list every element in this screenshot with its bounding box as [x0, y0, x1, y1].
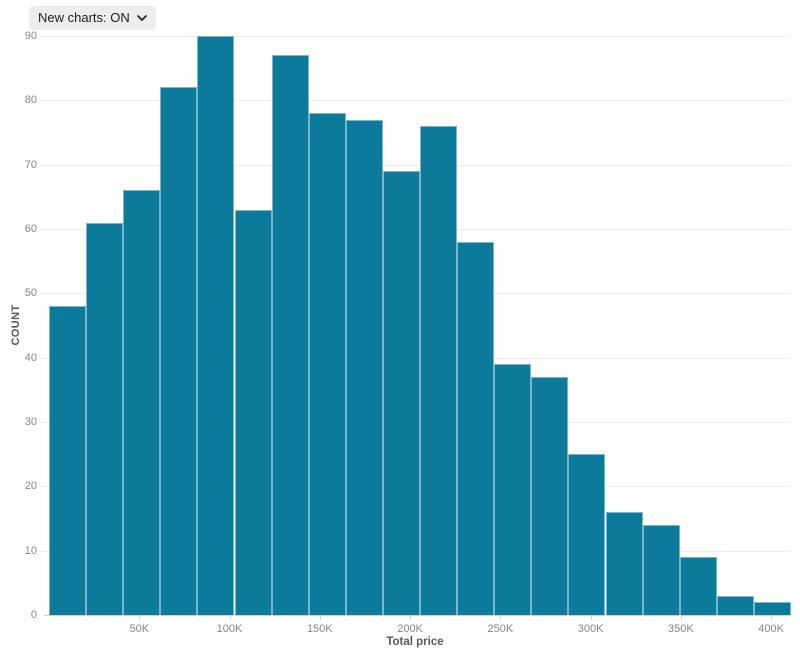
histogram-bar[interactable] — [271, 55, 309, 615]
histogram-bar[interactable] — [197, 36, 235, 615]
histogram-bar[interactable] — [679, 557, 717, 615]
x-tick-mark — [680, 616, 682, 620]
x-tick-mark — [229, 616, 231, 620]
histogram-bar[interactable] — [345, 119, 383, 615]
histogram-bar[interactable] — [49, 306, 87, 615]
y-tick-label: 70 — [24, 158, 37, 171]
y-tick-label: 60 — [24, 223, 37, 235]
histogram-bar[interactable] — [234, 209, 272, 615]
histogram-bar[interactable] — [457, 241, 495, 615]
histogram-bar[interactable] — [531, 376, 569, 615]
x-tick-mark — [319, 616, 321, 620]
y-gridline — [40, 36, 790, 37]
y-tick-label: 50 — [24, 287, 37, 300]
x-tick-mark — [500, 616, 502, 620]
y-tick-label: 10 — [24, 544, 37, 557]
x-tick-label: 100K — [216, 623, 243, 635]
x-tick-mark — [771, 616, 773, 620]
new-charts-toggle[interactable]: New charts: ON — [29, 6, 156, 30]
y-gridline — [40, 100, 790, 102]
histogram-bar[interactable] — [382, 171, 420, 615]
histogram-bar[interactable] — [494, 364, 532, 615]
x-tick-label: 350K — [668, 623, 694, 635]
histogram-bar[interactable] — [605, 512, 643, 615]
y-tick-label: 20 — [24, 480, 37, 493]
x-tick-mark — [139, 616, 141, 620]
y-tick-label: 90 — [24, 30, 37, 42]
histogram-bar[interactable] — [123, 190, 161, 615]
histogram-bar[interactable] — [568, 454, 606, 615]
chevron-down-icon — [136, 15, 147, 21]
histogram-bar[interactable] — [642, 524, 680, 615]
histogram-bar[interactable] — [716, 595, 754, 615]
histogram-bar[interactable] — [308, 113, 346, 615]
x-tick-label: 300K — [577, 623, 604, 635]
x-tick-label: 250K — [487, 623, 514, 635]
x-tick-label: 400K — [758, 623, 784, 635]
y-tick-label: 40 — [24, 351, 37, 364]
x-tick-mark — [410, 616, 412, 620]
y-gridline — [40, 164, 790, 166]
y-tick-label: 80 — [24, 94, 37, 107]
y-tick-label: 30 — [24, 416, 37, 428]
histogram-bar[interactable] — [86, 222, 124, 615]
new-charts-toggle-label: New charts: ON — [38, 10, 130, 25]
x-tick-mark — [590, 616, 592, 620]
y-tick-label: 0 — [30, 609, 37, 621]
histogram-bar[interactable] — [753, 602, 791, 615]
x-axis-line — [44, 615, 790, 616]
histogram-bar[interactable] — [420, 126, 458, 615]
x-tick-label: 200K — [397, 623, 423, 635]
y-axis-title: COUNT — [10, 304, 22, 346]
x-tick-label: 150K — [306, 623, 333, 635]
x-axis-title: Total price — [386, 636, 444, 648]
histogram-bar[interactable] — [160, 87, 198, 615]
x-tick-label: 50K — [129, 623, 150, 635]
